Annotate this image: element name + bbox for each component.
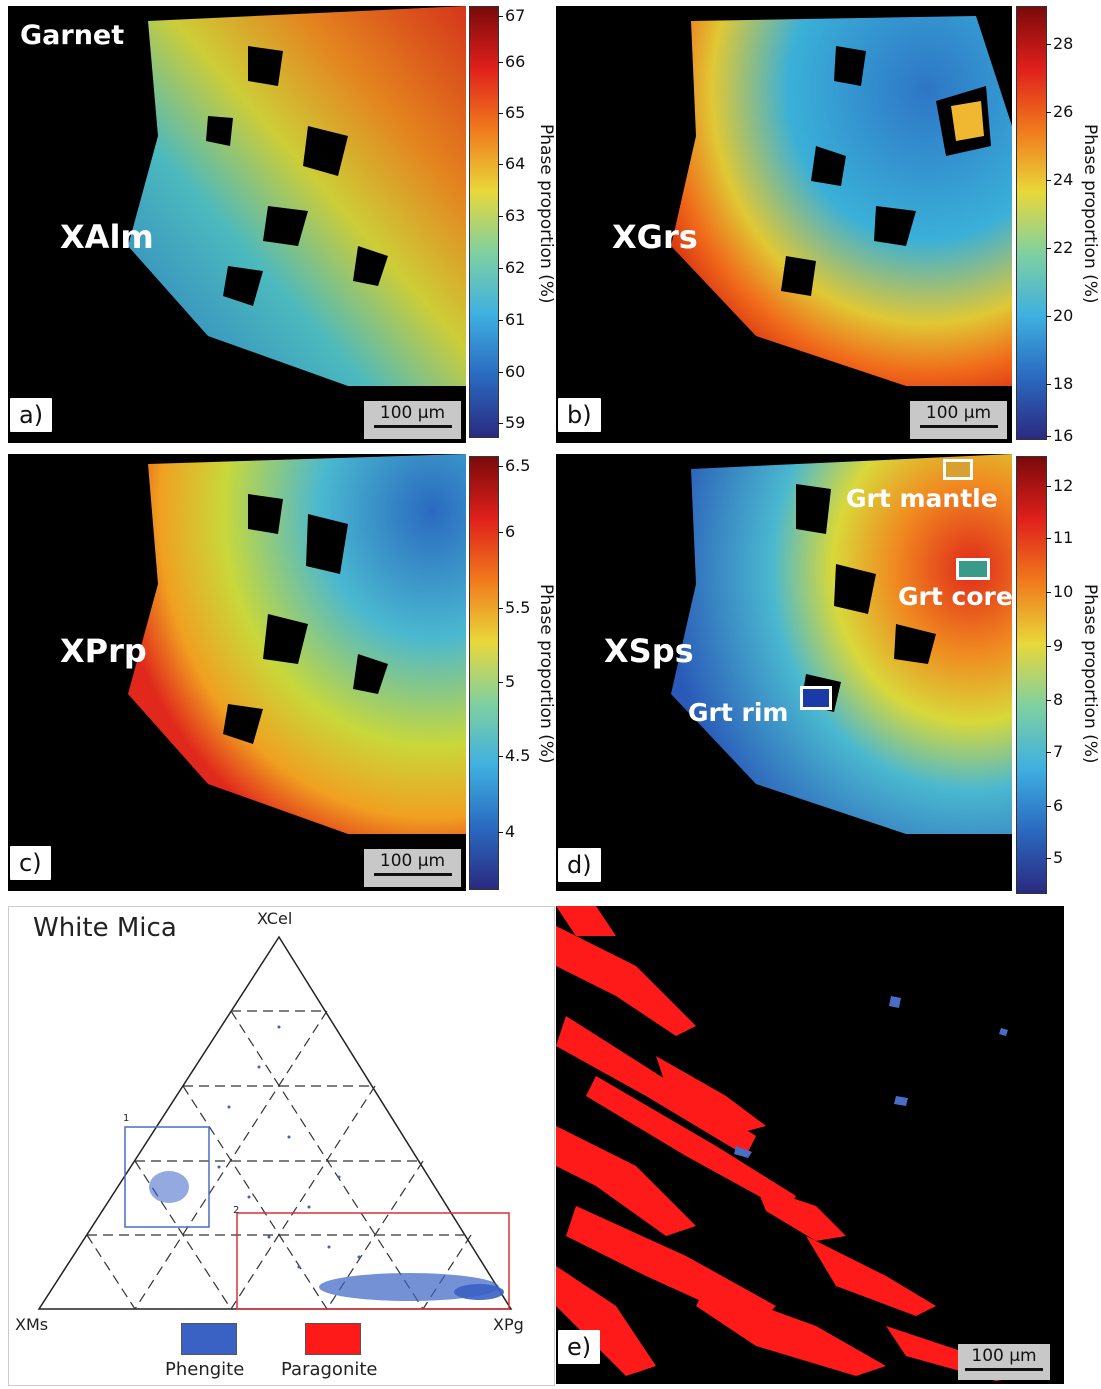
panel-a-tick: 61 — [498, 310, 525, 329]
panel-b-tick: 16 — [1046, 426, 1073, 445]
xgrs-map-image — [671, 16, 1012, 386]
phengite-label: Phengite — [165, 1359, 245, 1380]
panel-a-scale-bar-line — [373, 425, 452, 428]
mica-distribution-image — [556, 906, 1026, 1381]
panel-c-colorbar-label: Phase proportion (%) — [536, 584, 556, 764]
panel-e-scale-label: 100 µm — [971, 1346, 1037, 1366]
panel-a-tick: 60 — [498, 362, 525, 381]
box1-label: 1 — [123, 1113, 130, 1124]
panel-d-colorbar-label: Phase proportion (%) — [1080, 584, 1100, 764]
panel-d-tick: 9 — [1046, 636, 1063, 655]
panel-c-tick: 5 — [498, 672, 515, 691]
panel-b-tick: 28 — [1046, 34, 1073, 53]
panel-a-colorbar-label: Phase proportion (%) — [536, 124, 556, 304]
paragonite-swatch — [305, 1323, 361, 1355]
panel-b-scale-bar-line — [919, 425, 998, 428]
panel-b-scalebar: 100 µm — [910, 401, 1007, 439]
ternary-scatter-points — [149, 1025, 504, 1301]
panel-c-tick: 4 — [498, 822, 515, 841]
apex-top-label: XCel — [257, 909, 293, 928]
panel-a-letter: a) — [10, 398, 53, 433]
panel-a-tick: 63 — [498, 206, 525, 225]
ternary-title: White Mica — [33, 913, 177, 943]
panel-d-tick: 7 — [1046, 742, 1063, 761]
grt-mantle-box — [943, 459, 973, 480]
panel-c-scale-bar-line — [373, 873, 452, 876]
panel-a-xalm-map: Garnet XAlm a) 100 µm — [8, 6, 466, 443]
paragonite-label: Paragonite — [281, 1359, 378, 1380]
panel-a-scale-label: 100 µm — [379, 403, 446, 423]
panel-a-tick: 67 — [498, 6, 525, 25]
phengite-selection-box — [124, 1126, 210, 1228]
panel-a-colorbar-ticks: 67 66 65 64 63 62 61 60 59 — [498, 6, 534, 436]
panel-b-colorbar-ticks: 28 26 24 22 20 18 16 — [1046, 6, 1076, 445]
panel-d-tick: 6 — [1046, 796, 1063, 815]
ternary-grid — [86, 1010, 472, 1310]
panel-c-tick: 6 — [498, 522, 515, 541]
panel-a-tick: 64 — [498, 154, 525, 173]
panel-b-tick: 26 — [1046, 102, 1073, 121]
panel-d-tick: 11 — [1046, 528, 1073, 547]
xsps-map-image — [671, 454, 1012, 834]
panel-d-colorbar — [1016, 456, 1047, 894]
panel-c-scalebar: 100 µm — [364, 849, 461, 887]
panel-d-letter: d) — [558, 848, 601, 883]
panel-c-tick: 4.5 — [498, 746, 530, 765]
xgrs-label: XGrs — [612, 218, 698, 256]
white-mica-ternary: White Mica — [8, 906, 555, 1386]
panel-b-letter: b) — [558, 398, 601, 433]
panel-a-tick: 66 — [498, 52, 525, 71]
grt-rim-label: Grt rim — [688, 698, 789, 727]
panel-b-tick: 22 — [1046, 238, 1073, 257]
grt-rim-box — [800, 686, 832, 710]
box2-label: 2 — [233, 1205, 240, 1216]
panel-d-tick: 8 — [1046, 690, 1063, 709]
panel-b-tick: 18 — [1046, 374, 1073, 393]
panel-d-colorbar-ticks: 12 11 10 9 8 7 6 5 — [1046, 456, 1076, 892]
panel-e-scalebar: 100 µm — [958, 1344, 1050, 1380]
panel-c-scale-label: 100 µm — [379, 851, 446, 871]
ternary-plot — [37, 935, 513, 1310]
apex-left-label: XMs — [15, 1315, 49, 1334]
panel-a-colorbar — [469, 6, 499, 438]
panel-a-scalebar: 100 µm — [364, 401, 461, 439]
grt-core-label: Grt core — [898, 582, 1012, 611]
panel-b-colorbar-label: Phase proportion (%) — [1080, 124, 1100, 304]
panel-a-tick: 59 — [498, 413, 525, 432]
xalm-map-image — [128, 6, 466, 386]
garnet-title: Garnet — [20, 20, 125, 51]
panel-c-xprp-map: XPrp c) 100 µm — [8, 454, 466, 891]
panel-d-tick: 12 — [1046, 476, 1073, 495]
apex-right-label: XPg — [493, 1315, 524, 1334]
xprp-label: XPrp — [60, 632, 147, 670]
grt-core-box — [956, 558, 990, 580]
panel-e-scale-bar-line — [965, 1368, 1043, 1371]
phengite-swatch — [181, 1323, 237, 1355]
panel-a-tick: 65 — [498, 103, 525, 122]
panel-e-mica-map: e) 100 µm — [556, 906, 1064, 1384]
ternary-outline — [37, 935, 513, 1310]
panel-c-tick: 5.5 — [498, 598, 530, 617]
paragonite-selection-box — [236, 1212, 510, 1310]
panel-b-tick: 20 — [1046, 306, 1073, 325]
grt-mantle-label: Grt mantle — [846, 484, 998, 513]
panel-c-letter: c) — [10, 846, 51, 881]
panel-b-xgrs-map: XGrs b) 100 µm — [556, 6, 1012, 443]
panel-c-tick: 6.5 — [498, 456, 530, 475]
xalm-label: XAlm — [60, 218, 154, 256]
panel-e-letter: e) — [558, 1330, 601, 1365]
panel-a-tick: 62 — [498, 258, 525, 277]
panel-b-colorbar — [1016, 6, 1047, 440]
panel-c-colorbar — [469, 456, 499, 890]
panel-d-tick: 5 — [1046, 848, 1063, 867]
xsps-label: XSps — [604, 632, 694, 670]
panel-b-scale-label: 100 µm — [925, 403, 992, 423]
panel-c-colorbar-ticks: 6.5 6 5.5 5 4.5 4 — [498, 456, 534, 888]
panel-d-tick: 10 — [1046, 582, 1073, 601]
panel-b-tick: 24 — [1046, 170, 1073, 189]
panel-d-xsps-map: XSps d) Grt mantle Grt core Grt rim — [556, 454, 1012, 891]
xprp-map-image — [128, 454, 466, 834]
